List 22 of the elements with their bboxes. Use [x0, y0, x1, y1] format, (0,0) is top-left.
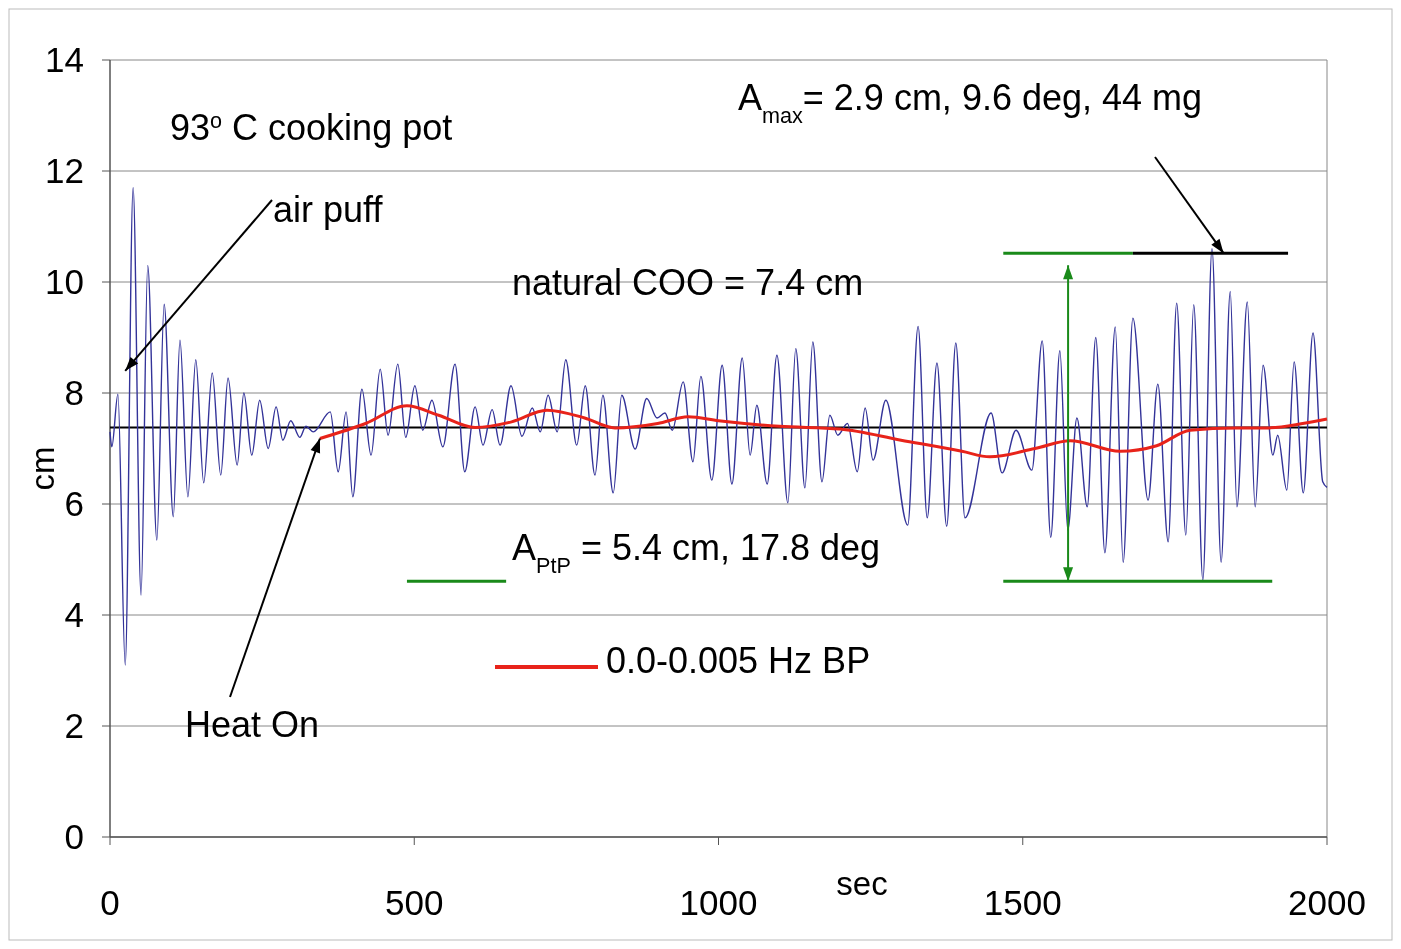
annotation: natural COO = 7.4 cm — [512, 262, 864, 303]
annotation: air puff — [273, 189, 384, 230]
y-tick-label: 12 — [45, 151, 84, 191]
annotation: 93$^{o}$ C cooking pot — [170, 107, 453, 148]
x-tick-label: 500 — [385, 883, 444, 922]
annotation: A$_{PtP}$ = 5.4 cm, 17.8 deg — [512, 527, 881, 578]
y-tick-label: 8 — [64, 373, 84, 413]
annotation: A$_{max}$= 2.9 cm, 9.6 deg, 44 mg — [738, 77, 1203, 128]
y-tick-label: 2 — [64, 706, 84, 746]
y-tick-label: 0 — [64, 817, 84, 857]
legend-label: 0.0-0.005 Hz BP — [606, 640, 871, 681]
y-tick-label: 6 — [64, 484, 84, 524]
x-tick-label: 2000 — [1288, 883, 1366, 922]
annotation: Heat On — [185, 704, 320, 745]
x-tick-label: 1000 — [679, 883, 758, 922]
x-axis-title: sec — [836, 865, 888, 902]
y-tick-label: 10 — [45, 262, 84, 302]
y-tick-label: 4 — [64, 595, 84, 635]
x-tick-label: 0 — [100, 883, 120, 922]
y-axis-title: cm — [24, 446, 61, 491]
x-tick-label: 1500 — [983, 883, 1062, 922]
y-tick-label: 14 — [45, 40, 84, 80]
